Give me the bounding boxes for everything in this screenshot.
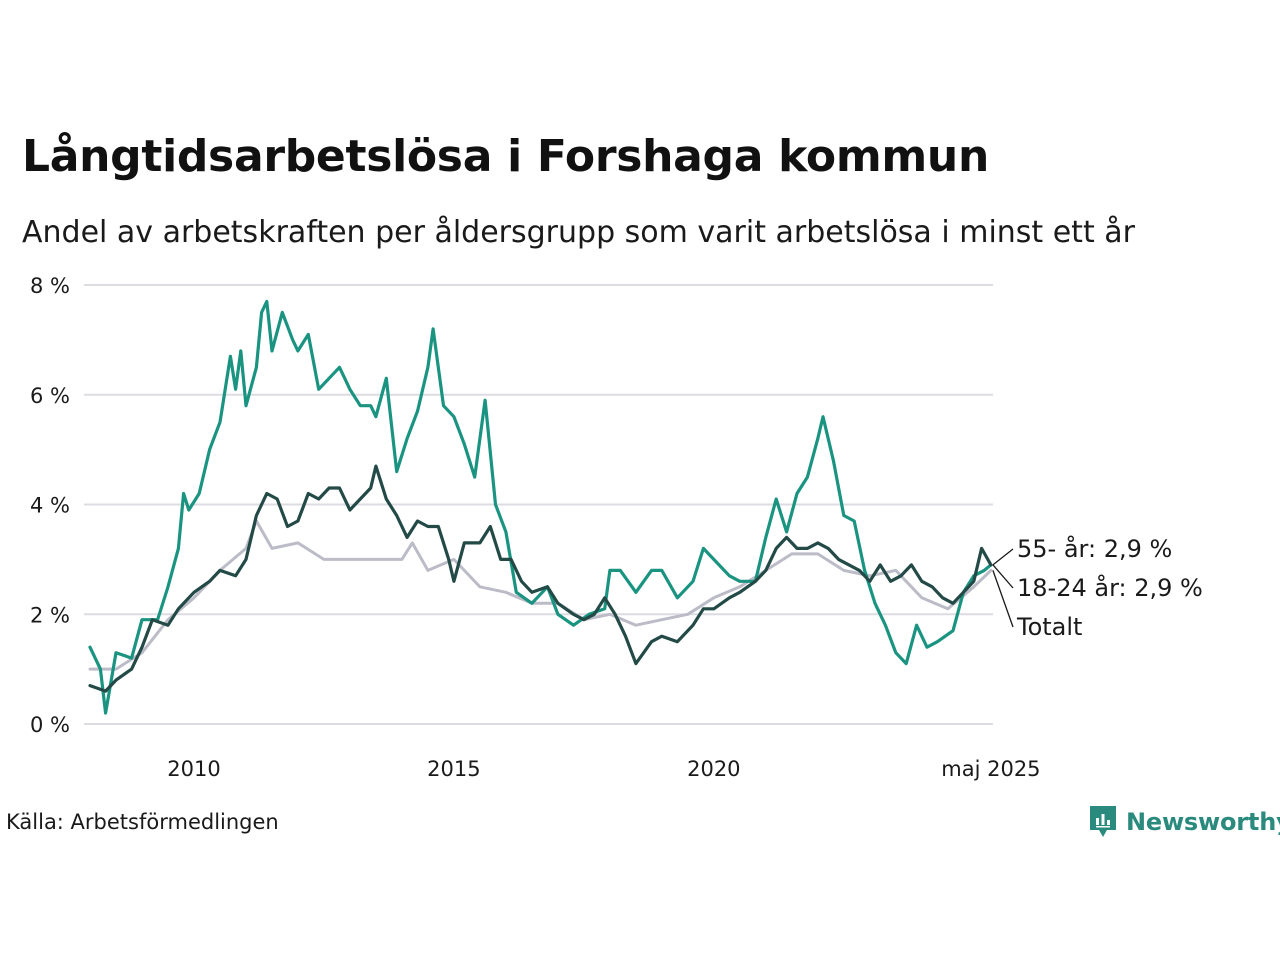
y-tick-label-3: 6 %	[30, 384, 70, 408]
gridlines	[84, 284, 993, 725]
end-labels: 55- år: 2,9 % 18-24 år: 2,9 % Totalt	[992, 534, 1203, 641]
end-label-1: 18-24 år: 2,9 %	[1017, 573, 1203, 602]
series-line-2	[88, 464, 993, 693]
x-tick-label-3: maj 2025	[941, 757, 1040, 781]
brand-name: Newsworthy	[1126, 808, 1280, 836]
end-label-0: 55- år: 2,9 %	[1017, 534, 1172, 563]
series-line-1	[88, 299, 993, 715]
chart-subtitle: Andel av arbetskraften per åldersgrupp s…	[22, 215, 1135, 250]
x-tick-label-2: 2020	[687, 757, 740, 781]
y-tick-label-4: 8 %	[30, 274, 70, 298]
leader-line-1	[992, 564, 1014, 589]
x-tick-label-0: 2010	[167, 757, 220, 781]
series-lines	[88, 299, 993, 715]
leader-line-2	[992, 570, 1014, 628]
series-line-0	[88, 519, 993, 671]
brand-logo[interactable]: Newsworthy	[1088, 802, 1280, 842]
x-tick-label-1: 2015	[427, 757, 480, 781]
x-axis-ticks: 2010 2015 2020 maj 2025	[167, 757, 1040, 781]
y-tick-label-1: 2 %	[30, 603, 70, 627]
y-tick-label-2: 4 %	[30, 494, 70, 518]
chart-title: Långtidsarbetslösa i Forshaga kommun	[22, 131, 989, 182]
leader-line-0	[992, 548, 1014, 566]
y-tick-label-0: 0 %	[30, 713, 70, 737]
newsworthy-logo-icon	[1090, 806, 1116, 837]
source-note: Källa: Arbetsförmedlingen	[6, 810, 279, 834]
end-label-2: Totalt	[1016, 613, 1082, 641]
y-axis-ticks: 0 % 2 % 4 % 6 % 8 %	[30, 274, 70, 737]
